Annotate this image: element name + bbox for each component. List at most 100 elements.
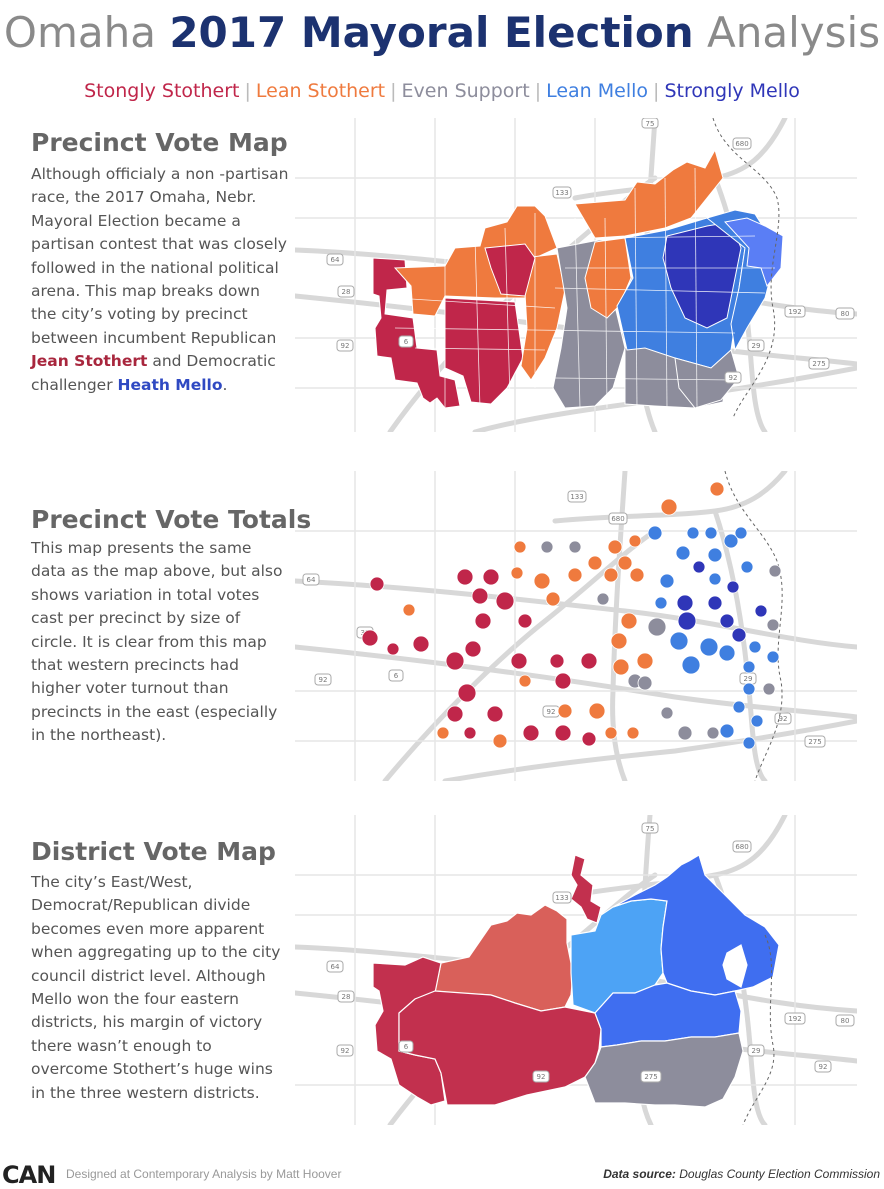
road-label: 6 bbox=[404, 1043, 409, 1051]
precinct-circle bbox=[510, 566, 524, 580]
precinct-circle bbox=[660, 498, 678, 516]
precinct-circle bbox=[580, 652, 598, 670]
precinct-circle bbox=[603, 567, 619, 583]
precinct-circle bbox=[754, 604, 768, 618]
road-label: 64 bbox=[307, 576, 316, 584]
precinct-circle bbox=[588, 702, 606, 720]
precinct-circle bbox=[647, 525, 663, 541]
road-label: 64 bbox=[331, 256, 340, 264]
road-label: 133 bbox=[555, 894, 568, 902]
road-label: 92 bbox=[729, 374, 738, 382]
precinct-circle bbox=[681, 655, 701, 675]
designer-credit: Designed at Contemporary Analysis by Mat… bbox=[66, 1167, 342, 1181]
precinct-circle bbox=[766, 618, 780, 632]
section-title-precinct-totals: Precinct Vote Totals bbox=[31, 505, 312, 534]
precinct-circle bbox=[686, 526, 700, 540]
precinct-circle bbox=[568, 540, 582, 554]
precinct-circle bbox=[463, 726, 477, 740]
company-logo: CAN bbox=[2, 1161, 56, 1189]
precinct-circle bbox=[495, 591, 515, 611]
legend-strongly-mello: Strongly Mello bbox=[664, 80, 800, 102]
road-label: 275 bbox=[812, 360, 825, 368]
road-label: 64 bbox=[331, 963, 340, 971]
precinct-circle bbox=[436, 726, 450, 740]
precinct-circle bbox=[604, 726, 618, 740]
precinct-circle bbox=[557, 703, 573, 719]
precinct-circle bbox=[587, 555, 603, 571]
precinct-borders bbox=[394, 167, 775, 409]
road-label: 29 bbox=[744, 675, 753, 683]
precinct-circle bbox=[607, 539, 623, 555]
precinct-circle bbox=[726, 580, 740, 594]
road-label: 680 bbox=[735, 843, 748, 851]
precinct-circle bbox=[513, 540, 527, 554]
road-label: 92 bbox=[779, 715, 788, 723]
precinct-circle bbox=[581, 731, 597, 747]
page-title: Omaha 2017 Mayoral Election Analysis bbox=[3, 8, 881, 57]
precinct-vote-totals-map: 133 680 64 31 6 92 92 29 92 275 bbox=[295, 471, 857, 781]
precinct-circle bbox=[677, 725, 693, 741]
precinct-circle bbox=[740, 560, 754, 574]
precinct-circle bbox=[610, 632, 628, 650]
precinct-circle bbox=[718, 644, 736, 662]
precinct-circle bbox=[464, 640, 482, 658]
road-labels: 75 133 680 64 28 6 92 192 80 29 275 92 9… bbox=[326, 822, 855, 1083]
road-label: 6 bbox=[404, 338, 409, 346]
precinct-circle bbox=[446, 705, 464, 723]
precinct-circle bbox=[510, 652, 528, 670]
precinct-circle bbox=[626, 726, 640, 740]
data-source: Data source: Douglas County Election Com… bbox=[603, 1167, 880, 1181]
precinct-circle bbox=[723, 533, 739, 549]
precinct-circle bbox=[457, 683, 477, 703]
district-north-spur bbox=[570, 854, 602, 924]
precinct-vote-map: 75 133 680 64 28 6 92 192 80 29 275 92 bbox=[295, 118, 857, 432]
precinct-circle bbox=[456, 568, 474, 586]
road-label: 6 bbox=[394, 672, 399, 680]
precinct-circle bbox=[708, 572, 722, 586]
precinct-circle bbox=[707, 595, 723, 611]
precinct-circle bbox=[719, 723, 735, 739]
precinct-circle bbox=[659, 573, 675, 589]
precinct-circle bbox=[628, 534, 642, 548]
precinct-circle bbox=[731, 627, 747, 643]
road-label: 92 bbox=[537, 1073, 546, 1081]
precinct-circle bbox=[709, 481, 725, 497]
road-label: 92 bbox=[547, 708, 556, 716]
precinct-circle bbox=[518, 674, 532, 688]
precinct-circle bbox=[719, 613, 735, 629]
precinct-circle bbox=[707, 547, 723, 563]
legend-separator: | bbox=[390, 80, 397, 102]
color-legend: Stongly Stothert | Lean Stothert | Even Supp… bbox=[0, 80, 884, 102]
precinct-circle bbox=[567, 567, 583, 583]
local-roads bbox=[295, 815, 857, 1125]
district-southeast bbox=[584, 1032, 744, 1108]
precinct-circle bbox=[533, 572, 551, 590]
precinct-circle bbox=[545, 591, 561, 607]
precinct-circle bbox=[471, 587, 489, 605]
road-label: 80 bbox=[841, 1017, 850, 1025]
precinct-circle bbox=[742, 682, 756, 696]
name-mello: Heath Mello bbox=[117, 375, 223, 394]
precinct-circle bbox=[445, 651, 465, 671]
precinct-circle bbox=[596, 592, 610, 606]
legend-strongly-stothert: Stongly Stothert bbox=[84, 80, 240, 102]
precinct-regions bbox=[372, 148, 784, 409]
local-roads bbox=[295, 471, 857, 781]
river-line bbox=[724, 471, 783, 781]
section-title-precinct-map: Precinct Vote Map bbox=[31, 128, 288, 157]
road-label: 80 bbox=[841, 310, 850, 318]
precinct-circle bbox=[482, 568, 500, 586]
precinct-circle bbox=[486, 705, 504, 723]
legend-even-support: Even Support bbox=[401, 80, 530, 102]
precinct-circle bbox=[669, 631, 689, 651]
road-label: 29 bbox=[752, 1047, 761, 1055]
road-label: 92 bbox=[341, 1047, 350, 1055]
precinct-circle bbox=[620, 612, 638, 630]
precinct-circle bbox=[549, 653, 565, 669]
precinct-circle bbox=[654, 596, 668, 610]
section-text-district-map: The city’s East/West, Democrat/Republica… bbox=[31, 873, 281, 1102]
precinct-circle bbox=[402, 603, 416, 617]
river-inlet bbox=[722, 944, 748, 988]
road-label: 680 bbox=[735, 140, 748, 148]
legend-separator: | bbox=[244, 80, 251, 102]
